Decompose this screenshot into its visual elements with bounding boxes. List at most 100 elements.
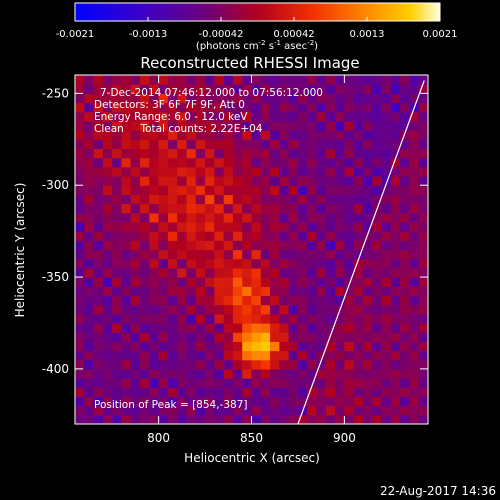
heatmap-cell xyxy=(205,350,215,361)
heatmap-cell xyxy=(288,249,299,260)
heatmap-cell xyxy=(279,93,290,104)
heatmap-cell xyxy=(260,203,271,214)
heatmap-cell xyxy=(167,93,178,104)
heatmap-cell xyxy=(195,277,206,287)
heatmap-cell xyxy=(205,249,215,260)
heatmap-cell xyxy=(418,102,428,113)
heatmap-cell xyxy=(381,221,392,232)
heatmap-cell xyxy=(307,203,318,214)
heatmap-cell xyxy=(353,139,364,150)
heatmap-cell xyxy=(205,405,215,416)
heatmap-cell xyxy=(335,359,345,370)
heatmap-cell xyxy=(140,194,150,205)
heatmap-cell xyxy=(418,295,428,306)
heatmap-cell xyxy=(149,267,160,278)
heatmap-cell xyxy=(223,249,234,260)
heatmap-cell xyxy=(186,93,197,104)
heatmap-cell xyxy=(167,185,178,195)
heatmap-cell xyxy=(335,267,345,278)
colorbar-tick-label: -0.00042 xyxy=(199,29,244,40)
heatmap-cell xyxy=(214,194,225,205)
heatmap-cell xyxy=(242,378,253,388)
heatmap-cell xyxy=(344,286,355,297)
heatmap-cell xyxy=(344,350,355,361)
heatmap-cell xyxy=(307,185,318,195)
heatmap-cell xyxy=(279,157,290,168)
heatmap-cell xyxy=(307,387,318,398)
heatmap-cell xyxy=(232,258,243,269)
heatmap-cell xyxy=(242,267,253,278)
heatmap-cell xyxy=(84,240,95,251)
heatmap-cell xyxy=(121,84,132,94)
heatmap-cell xyxy=(158,286,169,297)
heatmap-cell xyxy=(297,157,308,168)
heatmap-cell xyxy=(409,322,420,333)
heatmap-cell xyxy=(335,93,345,104)
heatmap-cell xyxy=(149,212,160,223)
heatmap-cell xyxy=(297,176,308,186)
heatmap-cell xyxy=(121,277,132,287)
heatmap-cell xyxy=(372,332,383,342)
heatmap-cell xyxy=(242,176,253,186)
heatmap-cell xyxy=(158,139,169,150)
heatmap-cell xyxy=(260,286,271,297)
heatmap-cell xyxy=(149,286,160,297)
heatmap-cell xyxy=(316,414,327,424)
heatmap-cell xyxy=(130,93,141,104)
heatmap-cell xyxy=(158,240,169,251)
heatmap-cell xyxy=(251,368,262,379)
heatmap-cell xyxy=(177,322,188,333)
heatmap-cell xyxy=(270,322,280,333)
heatmap-cell xyxy=(307,194,318,205)
heatmap-cell xyxy=(316,93,327,104)
heatmap-cell xyxy=(362,368,373,379)
heatmap-cell xyxy=(130,84,141,94)
heatmap-cell xyxy=(381,203,392,214)
heatmap-cell xyxy=(177,240,188,251)
heatmap-cell xyxy=(353,277,364,287)
heatmap-cell xyxy=(205,258,215,269)
heatmap-cell xyxy=(307,240,318,251)
heatmap-cell xyxy=(223,322,234,333)
heatmap-cell xyxy=(177,359,188,370)
heatmap-cell xyxy=(279,267,290,278)
heatmap-cell xyxy=(186,130,197,140)
heatmap-cell xyxy=(297,249,308,260)
annotation-energy: Energy Range: 6.0 - 12.0 keV xyxy=(94,111,248,123)
heatmap-cell xyxy=(93,120,104,131)
heatmap-cell xyxy=(409,157,420,168)
heatmap-cell xyxy=(390,359,401,370)
heatmap-cell xyxy=(362,332,373,342)
heatmap-cell xyxy=(242,194,253,205)
heatmap-cell xyxy=(186,166,197,177)
heatmap-cell xyxy=(130,130,141,140)
heatmap-cell xyxy=(409,120,420,131)
x-axis-ticks: 800 850 900 xyxy=(147,75,356,445)
heatmap-cell xyxy=(177,212,188,223)
heatmap-cell xyxy=(149,378,160,388)
heatmap-cell xyxy=(75,249,85,260)
heatmap-cell xyxy=(232,414,243,424)
heatmap-cell xyxy=(418,203,428,214)
heatmap-cell xyxy=(372,221,383,232)
heatmap-cell xyxy=(214,231,225,241)
heatmap-cell xyxy=(260,313,271,324)
heatmap-cell xyxy=(288,368,299,379)
heatmap-cell xyxy=(307,322,318,333)
heatmap-cell xyxy=(186,111,197,122)
heatmap-cell xyxy=(335,405,345,416)
heatmap-cell xyxy=(186,75,197,85)
heatmap-cell xyxy=(121,322,132,333)
heatmap-cell xyxy=(316,295,327,306)
heatmap-cell xyxy=(335,139,345,150)
heatmap-cell xyxy=(102,102,113,113)
heatmap-cell xyxy=(195,102,206,113)
heatmap-cell xyxy=(112,185,123,195)
heatmap-cell xyxy=(362,277,373,287)
heatmap-cell xyxy=(84,148,95,159)
heatmap-cell xyxy=(307,405,318,416)
heatmap-cell xyxy=(372,148,383,159)
heatmap-cell xyxy=(130,176,141,186)
heatmap-cell xyxy=(75,157,85,168)
heatmap-cell xyxy=(279,332,290,342)
